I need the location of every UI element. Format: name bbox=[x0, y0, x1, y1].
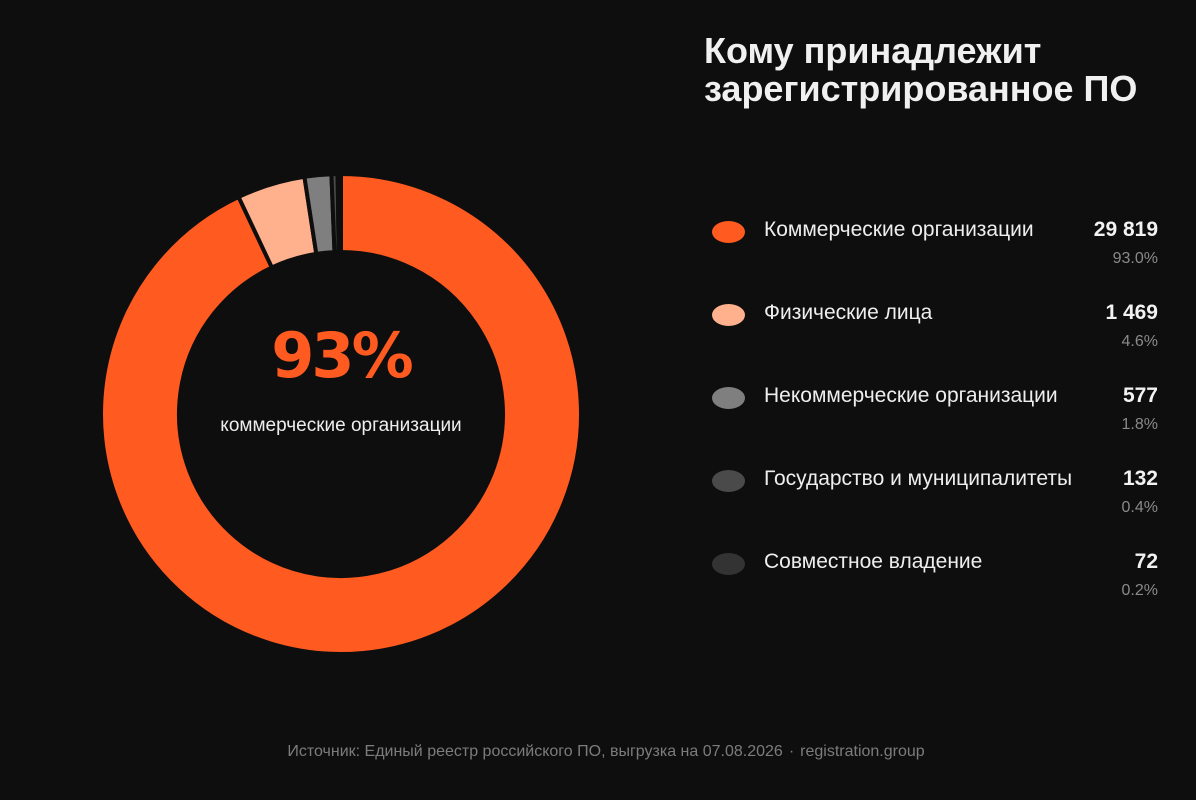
legend-swatch bbox=[712, 387, 745, 409]
legend-percent: 4.6% bbox=[1121, 333, 1158, 350]
legend-count: 1 469 bbox=[1105, 301, 1158, 324]
legend-item-government: Государство и муниципалитеты 132 0.4% bbox=[712, 463, 1158, 546]
legend-count: 577 bbox=[1122, 384, 1158, 407]
footer-separator: · bbox=[788, 743, 795, 760]
legend-swatch bbox=[712, 553, 745, 575]
legend-swatch bbox=[712, 221, 745, 243]
legend-label: Совместное владение bbox=[764, 550, 983, 573]
legend-percent: 0.4% bbox=[1121, 499, 1158, 516]
footer-source: Источник: Единый реестр российского ПО, … bbox=[287, 743, 783, 760]
center-percentage: 93% bbox=[271, 319, 413, 392]
chart-title: Кому принадлежит зарегистрированное ПО bbox=[704, 30, 1138, 109]
legend-percent: 93.0% bbox=[1112, 250, 1158, 267]
donut-slices bbox=[99, 171, 583, 656]
legend-swatch bbox=[712, 304, 745, 326]
legend: Коммерческие организации 29 819 93.0% Фи… bbox=[712, 214, 1158, 629]
legend-label: Государство и муниципалитеты bbox=[764, 467, 1073, 490]
legend-label: Коммерческие организации bbox=[764, 218, 1034, 241]
donut-slice-commercial bbox=[99, 171, 583, 656]
legend-swatch bbox=[712, 470, 745, 492]
legend-count: 132 bbox=[1122, 467, 1158, 490]
legend-percent: 1.8% bbox=[1121, 416, 1158, 433]
footer-site: registration.group bbox=[800, 743, 925, 760]
legend-label: Некоммерческие организации bbox=[764, 384, 1058, 407]
legend-item-commercial: Коммерческие организации 29 819 93.0% bbox=[712, 214, 1158, 297]
legend-percent: 0.2% bbox=[1121, 582, 1158, 599]
legend-count: 72 bbox=[1134, 550, 1158, 573]
footer: Источник: Единый реестр российского ПО, … bbox=[0, 743, 1196, 761]
legend-count: 29 819 bbox=[1093, 218, 1158, 241]
legend-label: Физические лица bbox=[764, 301, 933, 324]
legend-item-individuals: Физические лица 1 469 4.6% bbox=[712, 297, 1158, 380]
donut-slice-joint bbox=[335, 171, 343, 255]
center-label: коммерческие организации bbox=[220, 415, 462, 436]
legend-item-nonprofit: Некоммерческие организации 577 1.8% bbox=[712, 380, 1158, 463]
legend-item-joint: Совместное владение 72 0.2% bbox=[712, 546, 1158, 629]
